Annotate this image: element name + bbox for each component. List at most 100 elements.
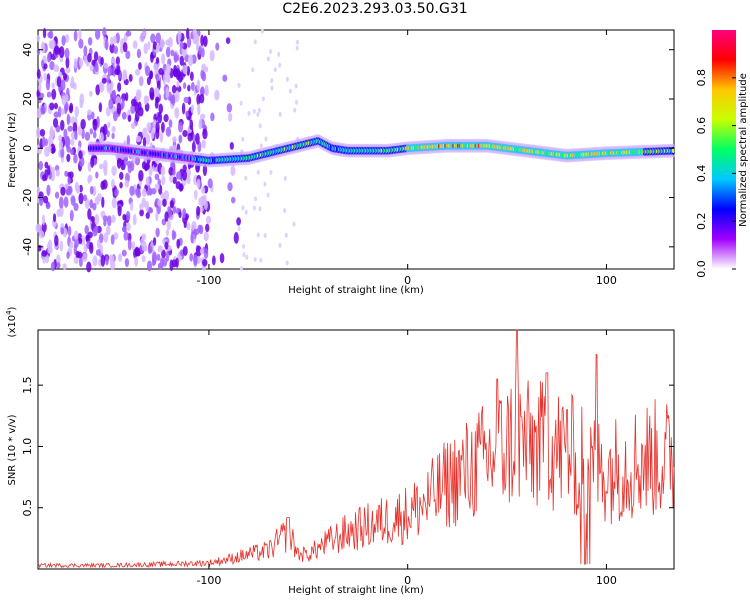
noise-mark [102,27,107,37]
noise-mark [189,119,194,130]
noise-mark [44,161,49,169]
noise-mark [64,93,69,102]
colorbar-tick-label: 0.0 [695,260,708,278]
noise-mark [49,129,54,137]
noise-mark [63,128,68,140]
noise-mark [199,205,204,213]
y-tick-label: 40 [21,43,34,57]
noise-mark [134,68,141,76]
noise-mark [196,79,201,91]
noise-mark [74,230,79,240]
noise-mark [231,196,236,204]
noise-mark [241,136,245,142]
noise-mark [92,119,98,131]
noise-mark [142,30,147,38]
noise-mark [58,46,65,59]
noise-mark [173,231,177,239]
noise-mark [36,68,41,79]
noise-mark [161,53,166,65]
noise-mark [69,148,75,155]
noise-mark [182,82,187,89]
noise-mark [187,132,193,142]
noise-mark [266,56,270,62]
noise-mark [168,119,173,128]
noise-mark [38,83,42,92]
noise-mark [227,112,233,122]
noise-mark [203,199,208,211]
noise-mark [138,169,144,182]
noise-mark [182,245,188,256]
noise-mark [227,182,233,192]
noise-mark [123,231,129,241]
noise-mark [60,227,65,235]
noise-mark [170,49,175,57]
noise-mark [202,259,208,267]
noise-mark [158,103,164,114]
noise-mark [53,45,60,56]
noise-mark [164,241,169,250]
x-tick-label: 100 [596,574,617,587]
noise-mark [95,84,101,96]
noise-mark [161,218,167,226]
noise-mark [239,100,243,106]
noise-mark [87,52,92,63]
noise-mark [110,234,115,245]
noise-mark [115,56,120,66]
noise-mark [200,247,204,255]
colorbar-label: Normalized spectral amplitude [738,73,749,227]
noise-mark [151,258,156,267]
noise-mark [38,230,45,239]
spectrogram-y-ticks: -40 -20 0 20 40 [21,43,674,256]
y-tick-label: 0 [21,145,34,152]
noise-mark [51,166,55,174]
noise-mark [237,226,241,232]
noise-mark [113,45,119,55]
noise-mark [64,170,69,177]
y-tick-label: 1.5 [21,376,34,394]
noise-mark [111,125,116,133]
noise-mark [253,257,257,263]
noise-mark [252,205,256,211]
noise-mark [106,130,110,138]
noise-mark [155,32,162,44]
noise-mark [66,251,70,260]
noise-mark [41,59,45,69]
noise-mark [175,90,180,102]
snr-panel: -100 0 100 0.5 1.0 1.5 Height of straight li… [5,306,675,596]
noise-mark [94,62,99,73]
noise-mark [121,249,127,257]
noise-mark [134,101,140,114]
noise-mark [161,121,165,133]
noise-mark [149,70,154,80]
colorbar-tick-label: 0.2 [695,212,708,230]
noise-mark [117,82,122,92]
noise-mark [136,48,142,59]
noise-mark [157,111,163,124]
noise-mark [269,49,273,55]
chart-title: C2E6.2023.293.03.50.G31 [282,1,468,17]
noise-mark [179,55,185,66]
noise-mark [190,231,194,244]
noise-mark [135,89,142,100]
noise-mark [119,171,124,180]
noise-mark [69,241,74,249]
noise-mark [147,207,154,214]
noise-mark [158,67,164,76]
noise-mark [116,65,121,76]
noise-mark [251,67,255,73]
noise-mark [186,175,191,185]
noise-mark [190,104,194,114]
noise-mark [201,139,206,149]
noise-mark [266,192,270,198]
noise-mark [61,35,66,46]
noise-mark [157,245,164,253]
noise-mark [40,41,46,54]
noise-mark [125,92,129,102]
noise-mark [78,150,83,160]
noise-mark [77,251,83,259]
noise-mark [73,202,79,212]
noise-mark [103,165,108,176]
noise-mark [202,128,208,140]
noise-mark [214,89,220,101]
noise-mark [51,82,55,89]
